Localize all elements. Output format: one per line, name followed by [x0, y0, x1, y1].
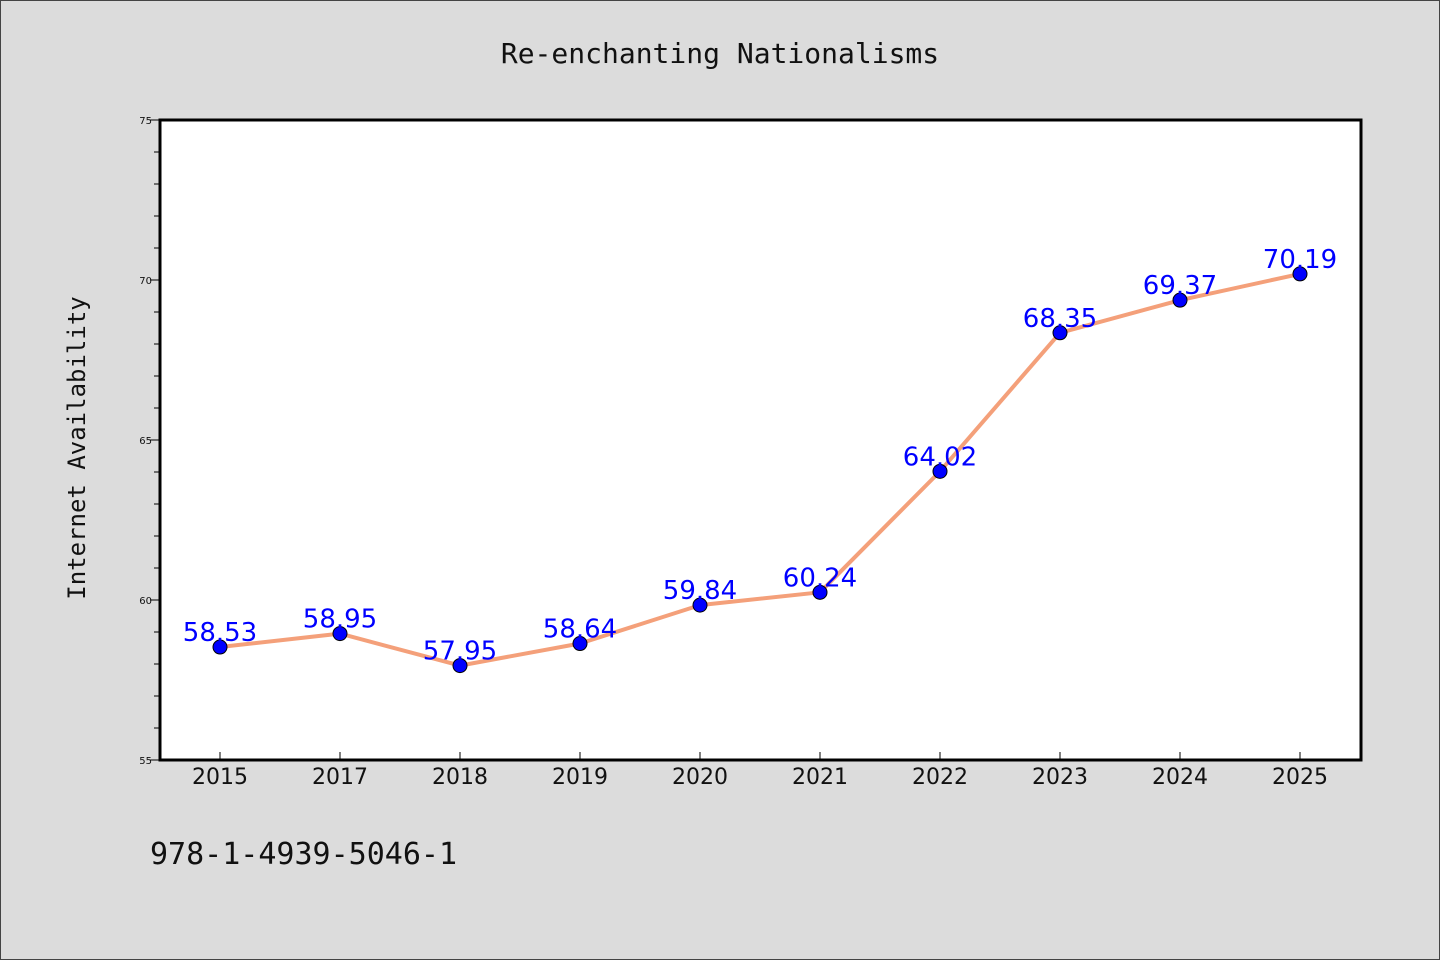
- data-label: 58.64: [543, 615, 617, 645]
- footnote-isbn: 978-1-4939-5046-1: [150, 837, 457, 872]
- x-tick-label: 2017: [312, 765, 368, 790]
- x-tick-label: 2020: [672, 765, 728, 790]
- data-label: 60.24: [783, 563, 857, 593]
- y-tick-label: 55: [139, 756, 152, 767]
- x-axis: 2015 2017 2018 2019 2020 2021 2022 2023 2024 2025: [192, 752, 1328, 790]
- y-tick-label: 70: [139, 276, 152, 287]
- x-tick-label: 2022: [912, 765, 968, 790]
- data-point: [932, 463, 948, 479]
- data-label: 59.84: [663, 576, 737, 606]
- x-tick-label: 2021: [792, 765, 848, 790]
- y-axis: 55 60 65 70 75: [139, 116, 160, 767]
- y-tick-label: 75: [139, 116, 152, 127]
- x-tick-label: 2019: [552, 765, 608, 790]
- y-tick-label: 60: [139, 596, 152, 607]
- chart-title: Re-enchanting Nationalisms: [501, 37, 939, 70]
- x-tick-label: 2018: [432, 765, 488, 790]
- series-line: [219, 271, 1301, 668]
- data-point: [1292, 266, 1308, 282]
- data-label: 57.95: [423, 637, 497, 667]
- data-label: 68.35: [1023, 304, 1097, 334]
- data-point: [212, 639, 228, 655]
- data-label: 70.19: [1263, 245, 1337, 275]
- plot-area: [158, 118, 1363, 762]
- y-tick-label: 65: [139, 436, 152, 447]
- data-label: 58.95: [303, 605, 377, 635]
- data-point: [572, 636, 588, 652]
- data-label: 58.53: [183, 618, 257, 648]
- data-point: [1172, 292, 1188, 308]
- x-tick-label: 2025: [1272, 765, 1328, 790]
- y-axis-label: Internet Availability: [63, 296, 91, 599]
- data-label: 64.02: [903, 442, 977, 472]
- x-tick-label: 2015: [192, 765, 248, 790]
- data-point: [452, 658, 468, 674]
- data-point: [812, 584, 828, 600]
- x-tick-label: 2023: [1032, 765, 1088, 790]
- data-point: [332, 626, 348, 642]
- data-point: [692, 597, 708, 613]
- x-tick-label: 2024: [1152, 765, 1208, 790]
- data-point: [1052, 325, 1068, 341]
- series-group: 58.53 58.95 57.95 58.64 59.84 60.24 64.02 68.35…: [183, 245, 1337, 674]
- data-label: 69.37: [1143, 271, 1217, 301]
